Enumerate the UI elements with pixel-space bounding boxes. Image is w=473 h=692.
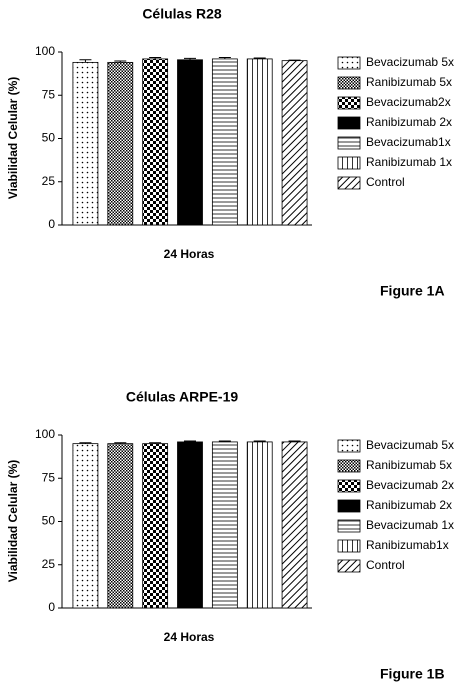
bar — [211, 58, 238, 226]
legend-label: Ranibizumab 2x — [366, 115, 452, 129]
error-bar — [253, 57, 266, 59]
y-tick-label: 100 — [35, 427, 55, 441]
legend-label: Ranibizumab 1x — [366, 155, 452, 169]
legend-label: Bevacizumab 5x — [366, 438, 454, 452]
legend-swatch — [337, 176, 361, 190]
legend-label: Ranibizumab 2x — [366, 498, 452, 512]
legend-swatch — [337, 96, 361, 110]
y-tick-label: 50 — [42, 131, 56, 145]
legend-label: Bevacizumab2x — [366, 95, 451, 109]
bar — [142, 443, 169, 609]
legend-swatch — [337, 439, 361, 453]
error-bar — [79, 59, 92, 63]
error-bar — [184, 57, 196, 60]
y-tick-label: 0 — [48, 217, 55, 231]
legend-swatch — [337, 136, 361, 150]
chart: Células R28 Viabilidad Celular (%) 0 25 50 75… — [6, 6, 454, 299]
error-bar — [149, 57, 162, 59]
chart: Células ARPE-19 Viabilidad Celular (%) 0 25… — [6, 389, 454, 682]
bar — [142, 58, 169, 226]
bar — [211, 441, 238, 609]
chart-title: Células ARPE-19 — [126, 389, 239, 405]
error-bar — [184, 440, 196, 442]
bar — [177, 59, 203, 226]
y-axis-label: Viabilidad Celular (%) — [6, 77, 20, 199]
y-tick-label: 25 — [42, 557, 56, 571]
legend-swatch — [337, 479, 361, 493]
legend-swatch — [337, 76, 361, 90]
bar — [281, 60, 308, 226]
legend-swatch — [337, 56, 361, 70]
x-axis-label: 24 Horas — [164, 247, 215, 261]
legend-swatch — [337, 116, 361, 130]
y-tick-label: 50 — [42, 514, 56, 528]
legend-swatch — [337, 499, 361, 513]
legend-label: Bevacizumab 2x — [366, 478, 454, 492]
bar — [72, 61, 99, 226]
error-bar — [288, 440, 301, 442]
bar — [107, 61, 134, 226]
error-bar — [218, 57, 231, 59]
error-bar — [114, 60, 127, 63]
bar — [177, 441, 203, 609]
bar — [107, 443, 134, 609]
legend-swatch — [337, 459, 361, 473]
error-bar — [218, 440, 231, 442]
legend-swatch — [337, 559, 361, 573]
bar — [72, 443, 99, 609]
legend-label: Ranibizumab1x — [366, 538, 449, 552]
error-bar — [114, 442, 127, 444]
figure-caption: Figure 1B — [380, 666, 445, 682]
error-bar — [149, 442, 162, 444]
y-tick-label: 75 — [42, 470, 56, 484]
bar — [281, 441, 308, 609]
x-axis-label: 24 Horas — [164, 630, 215, 644]
legend-label: Control — [366, 175, 405, 189]
y-tick-label: 25 — [42, 174, 56, 188]
legend-label: Bevacizumab1x — [366, 135, 451, 149]
legend-swatch — [337, 519, 361, 533]
legend-label: Control — [366, 558, 405, 572]
error-bar — [79, 442, 92, 444]
error-bar — [288, 59, 301, 61]
legend-label: Bevacizumab 5x — [366, 55, 454, 69]
y-tick-label: 75 — [42, 87, 56, 101]
legend-label: Ranibizumab 5x — [366, 75, 452, 89]
error-bar — [253, 440, 266, 442]
legend-swatch — [337, 156, 361, 170]
legend-label: Bevacizumab 1x — [366, 518, 454, 532]
chart-title: Células R28 — [142, 6, 222, 22]
legend-label: Ranibizumab 5x — [366, 458, 452, 472]
y-tick-label: 100 — [35, 44, 55, 58]
bar — [246, 441, 273, 609]
bar — [246, 58, 273, 226]
y-axis-label: Viabilidad Celular (%) — [6, 460, 20, 582]
y-tick-label: 0 — [48, 600, 55, 614]
legend-swatch — [337, 539, 361, 553]
figure-caption: Figure 1A — [380, 283, 445, 299]
